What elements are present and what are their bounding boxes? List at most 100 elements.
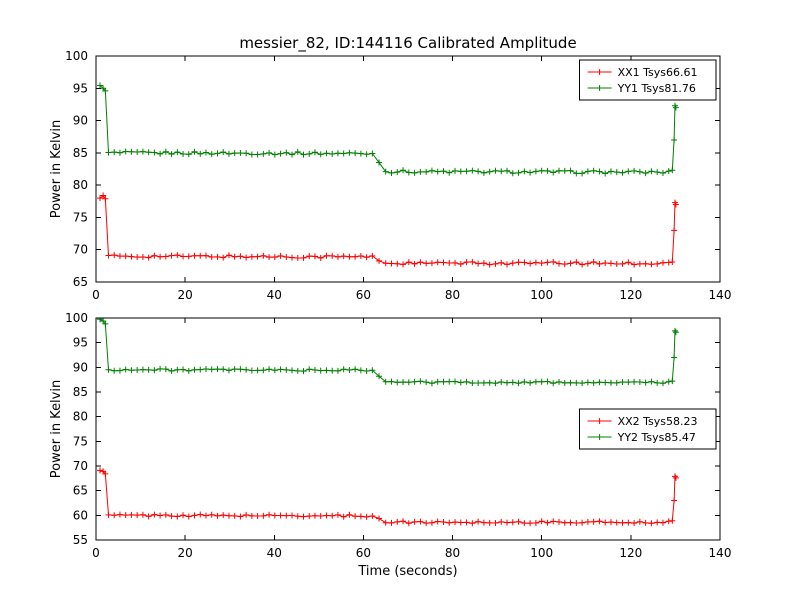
y-axis-label: Power in Kelvin bbox=[49, 120, 64, 218]
plus-marker bbox=[180, 366, 187, 373]
plus-marker bbox=[550, 258, 557, 265]
plus-marker bbox=[122, 366, 129, 373]
plus-marker bbox=[357, 513, 364, 520]
plus-marker bbox=[463, 378, 470, 385]
plus-marker bbox=[248, 253, 255, 260]
plus-marker bbox=[111, 252, 118, 259]
plus-marker bbox=[561, 379, 568, 386]
plus-marker bbox=[329, 367, 336, 374]
plus-marker bbox=[197, 252, 204, 259]
plus-marker bbox=[363, 254, 370, 261]
plus-marker bbox=[352, 253, 359, 260]
legend: XX1 Tsys66.61 YY1 Tsys81.76 bbox=[579, 59, 717, 101]
plus-marker bbox=[555, 260, 562, 267]
plus-marker bbox=[220, 366, 227, 373]
svg-text:100: 100 bbox=[65, 311, 88, 325]
plus-marker bbox=[480, 379, 487, 386]
plus-marker bbox=[579, 519, 586, 526]
plus-marker bbox=[492, 260, 499, 267]
plus-marker bbox=[306, 366, 313, 373]
plus-marker bbox=[550, 169, 557, 176]
plus-marker bbox=[134, 512, 141, 519]
plus-marker bbox=[659, 519, 666, 526]
plus-marker bbox=[613, 261, 620, 268]
plus-marker bbox=[498, 379, 505, 386]
plus-marker bbox=[134, 254, 141, 261]
svg-text:70: 70 bbox=[73, 243, 88, 257]
legend-marker bbox=[596, 418, 603, 424]
plus-marker bbox=[504, 379, 511, 386]
plus-marker bbox=[300, 254, 307, 261]
plus-marker bbox=[266, 366, 273, 373]
plus-marker bbox=[346, 149, 353, 156]
plus-marker bbox=[400, 518, 407, 525]
plus-marker bbox=[584, 518, 591, 525]
plus-marker bbox=[590, 379, 597, 386]
plus-marker bbox=[111, 512, 118, 519]
plus-marker bbox=[654, 169, 661, 176]
legend-label: XX1 Tsys66.61 bbox=[618, 66, 698, 79]
svg-text:60: 60 bbox=[73, 508, 88, 522]
plus-marker bbox=[174, 366, 181, 373]
series-xx2 bbox=[97, 467, 679, 527]
plus-marker bbox=[457, 379, 464, 386]
plus-marker bbox=[405, 259, 412, 266]
plus-marker bbox=[134, 367, 141, 374]
plus-marker bbox=[111, 367, 118, 374]
svg-text:85: 85 bbox=[73, 385, 88, 399]
plus-marker bbox=[220, 254, 227, 261]
plus-marker bbox=[162, 511, 169, 518]
legend-label: YY2 Tsys85.47 bbox=[617, 431, 696, 444]
plus-marker bbox=[329, 512, 336, 519]
plus-marker bbox=[260, 150, 267, 157]
plus-marker bbox=[363, 151, 370, 158]
plus-marker bbox=[567, 167, 574, 174]
plus-marker bbox=[440, 259, 447, 266]
plus-marker bbox=[602, 519, 609, 526]
plus-marker bbox=[463, 259, 470, 266]
plus-marker bbox=[538, 518, 545, 525]
svg-text:90: 90 bbox=[73, 360, 88, 374]
y-axis-label: Power in Kelvin bbox=[49, 380, 64, 478]
plus-marker bbox=[672, 329, 679, 336]
plus-marker bbox=[452, 519, 459, 526]
plus-marker bbox=[382, 378, 389, 385]
plus-marker bbox=[191, 148, 198, 155]
plus-marker bbox=[382, 260, 389, 267]
plus-marker bbox=[157, 253, 164, 260]
plus-marker bbox=[357, 367, 364, 374]
plus-marker bbox=[642, 170, 649, 177]
plus-marker bbox=[567, 519, 574, 526]
plus-marker bbox=[311, 149, 318, 156]
plus-marker bbox=[168, 252, 175, 259]
plus-marker bbox=[102, 470, 109, 477]
plus-marker bbox=[504, 519, 511, 526]
plus-marker bbox=[277, 150, 284, 157]
plus-marker bbox=[532, 519, 539, 526]
plus-marker bbox=[116, 511, 123, 518]
plus-marker bbox=[648, 261, 655, 268]
plus-marker bbox=[134, 149, 141, 156]
plus-marker bbox=[248, 367, 255, 374]
plus-marker bbox=[145, 513, 152, 520]
plus-marker bbox=[631, 261, 638, 268]
plus-marker bbox=[544, 259, 551, 266]
plus-marker bbox=[665, 168, 672, 175]
svg-text:40: 40 bbox=[267, 546, 282, 560]
series-yy2 bbox=[97, 318, 679, 387]
plus-marker bbox=[619, 519, 626, 526]
plus-marker bbox=[463, 519, 470, 526]
plus-marker bbox=[225, 150, 232, 157]
plus-marker bbox=[498, 518, 505, 525]
plus-marker bbox=[509, 519, 516, 526]
plus-marker bbox=[128, 148, 135, 155]
plus-marker bbox=[590, 258, 597, 265]
plus-marker bbox=[613, 519, 620, 526]
x-axis-label: Time (seconds) bbox=[357, 564, 457, 579]
svg-text:80: 80 bbox=[73, 410, 88, 424]
plus-marker bbox=[334, 253, 341, 260]
plus-marker bbox=[266, 511, 273, 518]
plus-marker bbox=[394, 260, 401, 267]
plus-marker bbox=[352, 366, 359, 373]
